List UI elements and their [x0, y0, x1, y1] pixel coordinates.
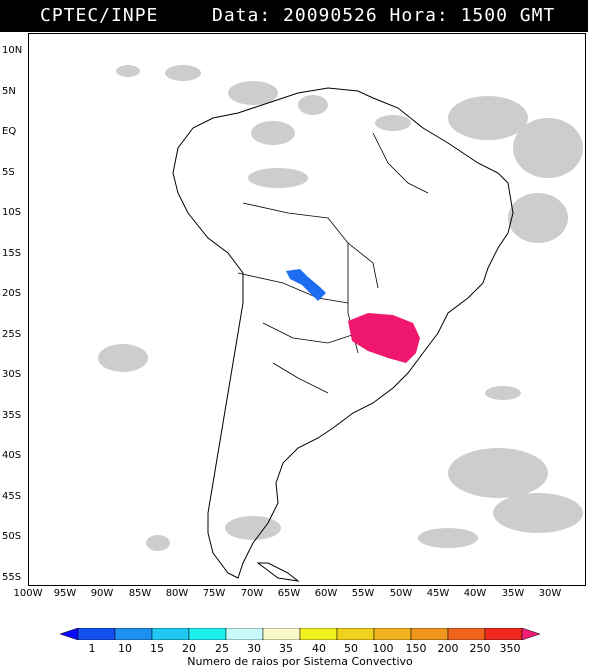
- cloud-patch: [485, 386, 521, 400]
- cloud-patch: [225, 516, 281, 540]
- lon-label: 95W: [53, 588, 77, 599]
- colorbar-segment: [188, 628, 227, 640]
- lat-label: 35S: [2, 410, 22, 421]
- colorbar-segment: [484, 628, 523, 640]
- lat-label: 20S: [2, 288, 22, 299]
- colorbar-label: 50: [344, 642, 358, 655]
- cloud-patch: [448, 448, 548, 498]
- cloud-patch: [251, 121, 295, 145]
- source-label: CPTEC/INPE: [40, 5, 159, 26]
- colorbar-segment: [521, 628, 540, 640]
- colorbar-segment: [410, 628, 449, 640]
- lat-label: EQ: [2, 126, 17, 137]
- cloud-patch: [508, 193, 568, 243]
- cloud-cover: [98, 65, 583, 551]
- lon-label: 50W: [389, 588, 413, 599]
- colorbar-label: 200: [437, 642, 459, 655]
- colorbar-label: 150: [405, 642, 427, 655]
- lon-label: 65W: [277, 588, 301, 599]
- lon-label: 70W: [240, 588, 264, 599]
- colorbar-label: 350: [499, 642, 521, 655]
- colorbar-label: 35: [279, 642, 293, 655]
- lon-label: 35W: [501, 588, 525, 599]
- colorbar-label: 40: [312, 642, 326, 655]
- lat-label: 5S: [2, 167, 15, 178]
- colorbar-segment: [262, 628, 301, 640]
- cloud-patch: [493, 493, 583, 533]
- map-canvas: [28, 33, 586, 586]
- lat-label: 45S: [2, 491, 22, 502]
- colorbar-label: 20: [182, 642, 196, 655]
- lon-label: 75W: [202, 588, 226, 599]
- lat-label: 50S: [2, 531, 22, 542]
- colorbar-label: 250: [469, 642, 491, 655]
- cloud-patch: [248, 168, 308, 188]
- colorbar-label: 1: [88, 642, 96, 655]
- coastline: [172, 87, 514, 582]
- colorbar-segment: [114, 628, 153, 640]
- cloud-patch: [165, 65, 201, 81]
- lon-label: 80W: [165, 588, 189, 599]
- cloud-patch: [228, 81, 278, 105]
- lon-label: 100W: [13, 588, 43, 599]
- colorbar-segment: [77, 628, 116, 640]
- lon-label: 60W: [314, 588, 338, 599]
- colorbar-segment: [151, 628, 190, 640]
- colorbar-title: Numero de raios por Sistema Convectivo: [187, 655, 413, 668]
- lat-label: 30S: [2, 369, 22, 380]
- convective-system-magenta: [348, 313, 420, 363]
- colorbar-label: 15: [150, 642, 164, 655]
- lat-label: 40S: [2, 450, 22, 461]
- colorbar-segment: [336, 628, 375, 640]
- date-time-label: Data: 20090526 Hora: 1500 GMT: [212, 5, 556, 26]
- lat-label: 5N: [2, 86, 16, 97]
- colorbar-segment: [225, 628, 264, 640]
- header-bar: CPTEC/INPE Data: 20090526 Hora: 1500 GMT: [0, 0, 588, 32]
- lon-label: 90W: [90, 588, 114, 599]
- lat-label: 55S: [2, 572, 22, 583]
- colorbar-label: 10: [118, 642, 132, 655]
- colorbar-segment: [299, 628, 338, 640]
- cloud-patch: [513, 118, 583, 178]
- colorbar: [60, 628, 540, 640]
- lat-label: 10N: [2, 45, 23, 56]
- colorbar-segment: [373, 628, 412, 640]
- lat-label: 10S: [2, 207, 22, 218]
- cloud-patch: [146, 535, 170, 551]
- colorbar-label: 100: [372, 642, 394, 655]
- colorbar-label: 25: [215, 642, 229, 655]
- lon-label: 30W: [538, 588, 562, 599]
- cloud-patch: [375, 115, 411, 131]
- colorbar-segment: [60, 628, 79, 640]
- cloud-patch: [418, 528, 478, 548]
- convective-system-blue: [286, 269, 326, 301]
- colorbar-label: 30: [247, 642, 261, 655]
- colorbar-segment: [447, 628, 486, 640]
- lon-label: 85W: [128, 588, 152, 599]
- lon-label: 55W: [351, 588, 375, 599]
- cloud-patch: [448, 96, 528, 140]
- cloud-patch: [116, 65, 140, 77]
- lat-label: 25S: [2, 329, 22, 340]
- cloud-patch: [98, 344, 148, 372]
- lon-label: 40W: [463, 588, 487, 599]
- country-borders: [237, 132, 429, 394]
- cloud-patch: [298, 95, 328, 115]
- lon-label: 45W: [426, 588, 450, 599]
- lat-label: 15S: [2, 248, 22, 259]
